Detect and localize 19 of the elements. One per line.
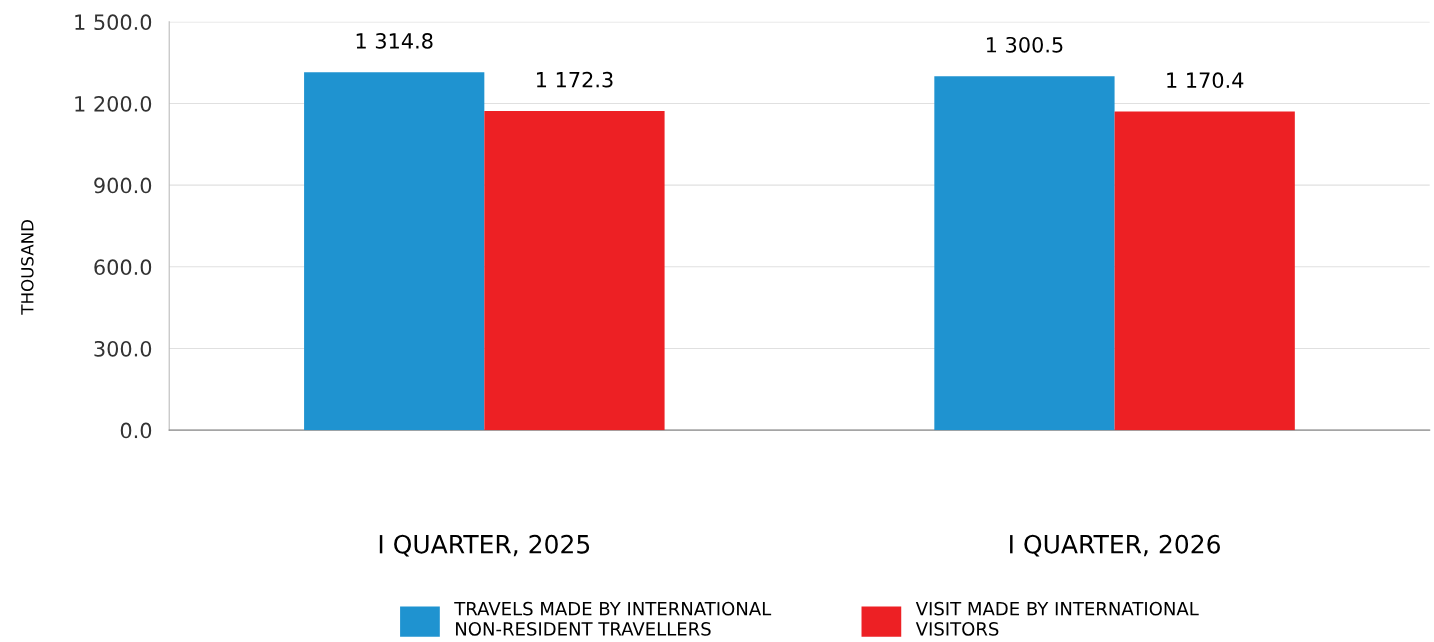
y-tick-label: 600.0 [94,259,152,276]
y-tick-label: 0.0 [120,422,152,439]
bar [934,76,1115,431]
data-label: 1 314.8 [356,33,433,49]
y-tick-label: 300.0 [94,340,152,357]
x-tick-label: I QUARTER, 2025 [379,534,590,557]
y-tick-label: 900.0 [94,177,152,194]
legend-label: TRAVELS MADE BY INTERNATIONAL NON-RESIDENT TRAVELLERS [454,601,772,636]
legend-label: VISIT MADE BY INTERNATIONAL VISITORS [915,601,1199,636]
data-label: 1 300.5 [986,36,1063,53]
x-tick-label: I QUARTER, 2026 [1010,534,1220,557]
data-label: 1 172.3 [536,71,613,88]
bar [304,72,485,431]
y-tick-label: 1 200.0 [75,95,152,112]
bar [1114,111,1295,431]
y-tick-label: 1 500.0 [75,14,152,31]
bar [484,111,665,431]
data-label: 1 170.4 [1167,72,1244,89]
y-axis-title: THOUSAND [21,219,34,315]
